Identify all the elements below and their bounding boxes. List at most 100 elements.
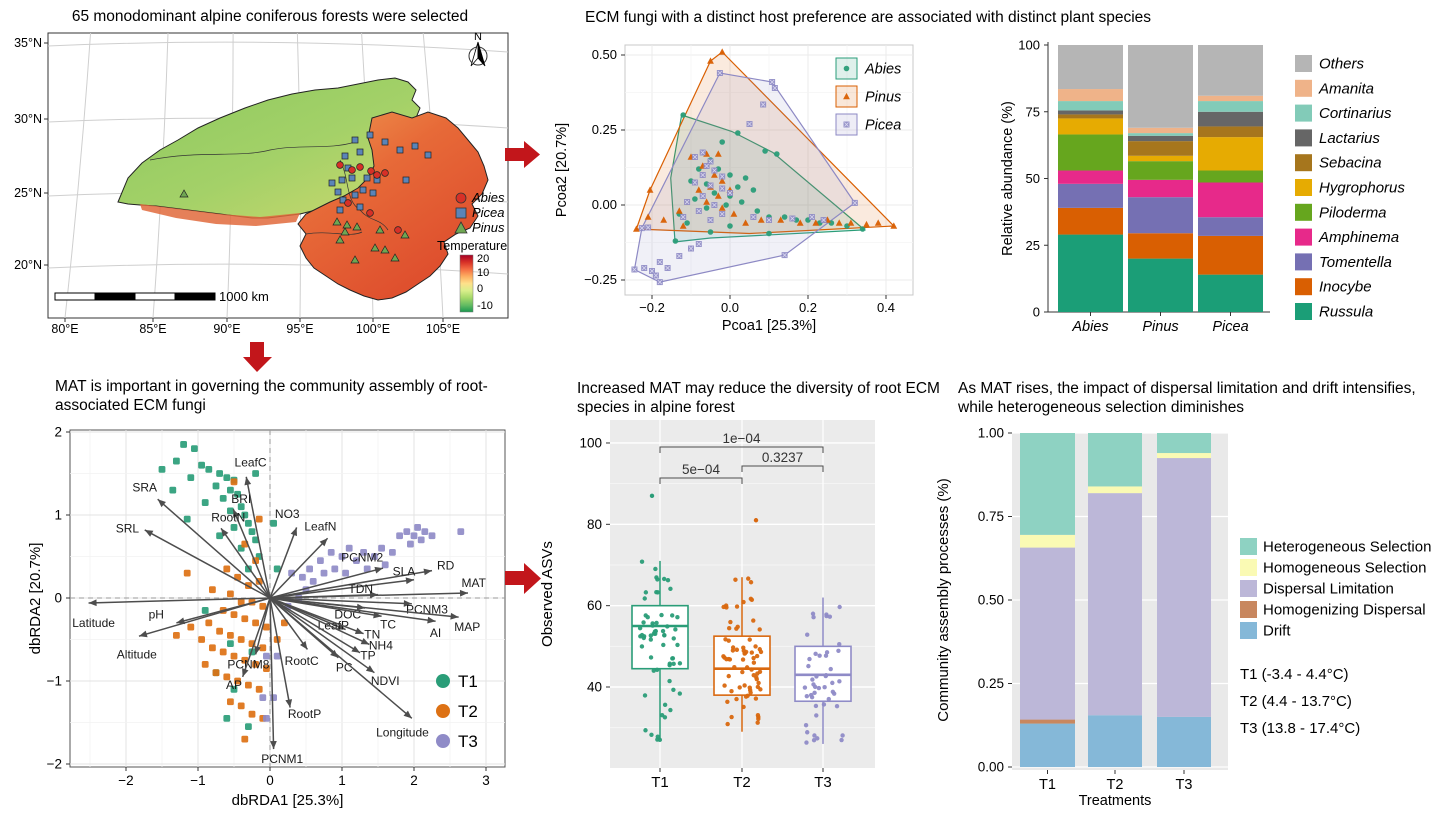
pcoa-point-abies <box>766 230 772 237</box>
dbrda-arrow <box>269 597 364 635</box>
pcoa-point-picea-cross <box>790 216 795 221</box>
dbrda-arrow-head <box>459 589 468 597</box>
pcoa-point-abies <box>754 208 761 214</box>
site-marker-picea <box>334 188 342 196</box>
boxplot-jitter-point <box>652 629 658 634</box>
boxplot-jitter-point <box>757 647 762 652</box>
dbrda-arrow <box>269 527 298 599</box>
boxplot-jitter-point <box>725 699 730 704</box>
boxplot-box-t2 <box>713 635 771 696</box>
dbrda-arrow <box>269 597 309 650</box>
dbrda-point-t1 <box>227 640 234 648</box>
site-marker-picea <box>351 136 359 144</box>
dbrda-point-t3 <box>407 540 414 548</box>
abundance-segment-russula <box>1058 234 1123 312</box>
map-title: 65 monodominant alpine coniferous forest… <box>71 8 469 25</box>
pcoa-point-abies <box>719 139 725 145</box>
boxplot-jitter-point <box>639 632 645 638</box>
assembly-segment-heterogeneous-selection <box>1157 433 1211 454</box>
lat-tick-label: 25°N <box>14 186 42 200</box>
site-marker-abies <box>344 199 352 207</box>
boxplot-jitter-point <box>749 667 754 672</box>
abundance-segment-lactarius <box>1058 110 1123 115</box>
site-marker-picea <box>356 148 364 156</box>
boxplot-jitter-point <box>751 618 756 623</box>
abundance-x-tick-label: Abies <box>1071 319 1108 335</box>
assembly-y-tick-label: 0.25 <box>978 676 1004 691</box>
dbrda-point-t2 <box>259 602 267 610</box>
dbrda-arrow-label: MAP <box>454 620 480 634</box>
pcoa-point-pinus <box>718 177 726 184</box>
abundance-segment-hygrophorus <box>1198 137 1263 171</box>
pcoa-x-tick-label: 0.2 <box>799 300 817 315</box>
boxplot-jitter-point <box>814 713 819 718</box>
abundance-legend-swatch <box>1295 179 1312 196</box>
dbrda-point-t3 <box>363 565 371 573</box>
dbrda-arrow <box>157 498 271 599</box>
pcoa-legend-marker <box>843 65 850 72</box>
pcoa-point-pinus <box>644 213 652 220</box>
abundance-segment-tomentella <box>1058 183 1123 208</box>
boxplot-jitter-point <box>737 685 742 690</box>
abundance-legend-swatch <box>1295 303 1312 320</box>
boxplot-jitter-point <box>648 637 654 642</box>
dbrda-point-t2 <box>241 615 249 623</box>
dbrda-arrow-head <box>403 710 412 719</box>
dbrda-point-t2 <box>237 598 245 606</box>
dbrda-point-t3 <box>263 714 270 722</box>
boxplot-jitter-point <box>665 577 671 583</box>
dbrda-point-t3 <box>417 536 425 544</box>
boxplot-jitter-point <box>643 590 649 595</box>
pcoa-point-picea-cross <box>645 225 651 230</box>
boxplot-jitter-point <box>823 673 829 678</box>
dbrda-point-t1 <box>245 519 252 527</box>
pcoa-point-abies <box>684 220 690 226</box>
pcoa-point-picea-cross <box>688 246 694 251</box>
pcoa-legend-label: Abies <box>864 62 901 78</box>
pcoa-point-pinus <box>695 186 703 193</box>
pcoa-point-abies <box>707 229 714 235</box>
site-marker-picea <box>363 174 371 182</box>
dbrda-point-t3 <box>371 553 378 560</box>
dbrda-arrow <box>269 567 384 599</box>
assembly-segment-homogeneous-selection <box>1088 486 1142 494</box>
site-marker-picea <box>381 138 389 146</box>
dbrda-arrow-label: SLA <box>393 564 416 578</box>
dbrda-arrow <box>254 597 271 655</box>
dbrda-arrow-label: MAT <box>462 576 487 590</box>
boxplot-jitter-point <box>746 576 751 581</box>
pcoa-point-pinus <box>890 222 898 229</box>
site-marker-picea <box>348 174 356 182</box>
flow-arrow-right-top <box>505 141 540 168</box>
dbrda-point-t1 <box>173 457 180 465</box>
dbrda-point-t1 <box>158 465 166 473</box>
significance-bracket <box>741 465 824 472</box>
treatment-range-label: T3 (13.8 - 17.4°C) <box>1240 720 1360 737</box>
abundance-segment-others <box>1198 45 1263 96</box>
pcoa-point-abies <box>672 238 679 244</box>
dbrda-arrow-head <box>450 612 459 620</box>
dbrda-arrow-head <box>285 699 293 708</box>
dbrda-point-t2 <box>230 652 238 660</box>
boxplot-outlier-point <box>649 493 655 499</box>
assembly-segment-homogeneous-selection <box>1020 534 1075 548</box>
dbrda-arrow <box>269 597 370 646</box>
dbrda-point-t3 <box>345 544 353 552</box>
boxplot-jitter-point <box>650 623 655 628</box>
pcoa-point-picea-cross <box>649 268 655 274</box>
dbrda-point-t3 <box>309 578 317 585</box>
dbrda-point-t3 <box>421 528 429 535</box>
boxplot-jitter-point <box>810 677 815 682</box>
boxplot-jitter-point <box>732 665 737 670</box>
pcoa-point-picea-cross <box>657 259 663 265</box>
abundance-legend-label: Inocybe <box>1319 279 1372 296</box>
lat-tick-label: 35°N <box>14 36 42 50</box>
dbrda-arrow-label: TN <box>364 628 380 642</box>
boxplot-jitter-point <box>811 737 817 743</box>
boxplot-jitter-point <box>655 577 660 582</box>
pcoa-point-picea-cross <box>704 163 709 169</box>
abundance-y-tick-label: 0 <box>1033 305 1040 320</box>
boxplot-jitter-point <box>802 685 808 690</box>
